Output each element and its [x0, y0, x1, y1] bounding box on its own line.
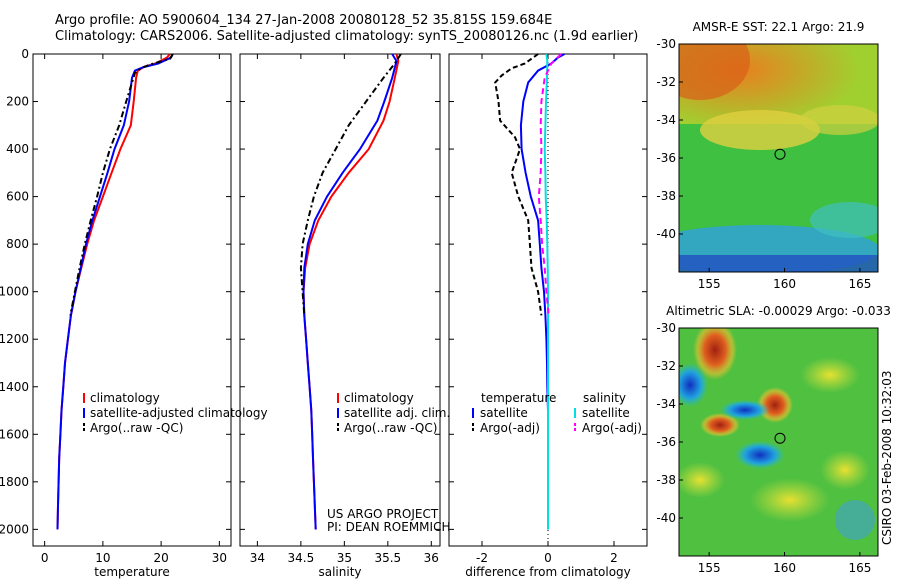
page-subtitle: Climatology: CARS2006. Satellite-adjuste…: [55, 29, 639, 44]
legend-label: Argo(..raw -QC): [90, 421, 183, 435]
y-tick-label: -32: [656, 75, 676, 89]
y-tick-label: 600: [6, 190, 29, 204]
map-axes-0: AMSR-E SST: 22.1 Argo: 21.9 155 160 165 -30 -…: [656, 20, 879, 291]
x-tick-label: 155: [698, 561, 721, 575]
x-axis-label: temperature: [94, 565, 169, 579]
series-line: [302, 53, 398, 530]
side-timestamp-label: CSIRO 03-Feb-2008 10:32:03: [880, 370, 894, 545]
x-tick-label: 30: [212, 551, 227, 565]
y-tick-label: 1600: [0, 427, 29, 441]
x-tick-label: -2: [476, 551, 488, 565]
x-tick-label: 20: [153, 551, 168, 565]
series-line: [69, 53, 174, 316]
legend-title: salinity: [583, 391, 626, 405]
plot-frame: [239, 53, 441, 547]
y-tick-label: -34: [656, 113, 676, 127]
x-tick-label: 10: [95, 551, 110, 565]
page-title: Argo profile: AO 5900604_134 27-Jan-2008…: [55, 13, 553, 28]
x-tick-label: 34.5: [288, 551, 315, 565]
y-tick-label: -36: [656, 435, 676, 449]
legend-label: Argo(-adj): [582, 421, 642, 435]
y-tick-label: -40: [656, 227, 676, 241]
x-tick-label: 36: [424, 551, 439, 565]
y-tick-label: -30: [656, 37, 676, 51]
y-tick-label: -32: [656, 359, 676, 373]
series-line: [56, 53, 174, 530]
map-axes-1: Altimetric SLA: -0.00029 Argo: -0.033 155…: [656, 304, 890, 575]
y-tick-label: 1200: [0, 332, 29, 346]
legend-title: temperature: [481, 391, 556, 405]
y-tick-label: 1400: [0, 380, 29, 394]
x-axis-label: difference from climatology: [465, 565, 631, 579]
y-tick-label: -38: [656, 189, 676, 203]
y-tick-label: 800: [6, 237, 29, 251]
map-title: AMSR-E SST: 22.1 Argo: 21.9: [693, 20, 865, 34]
legend-label: Argo(-adj): [480, 421, 540, 435]
y-tick-label: 2000: [0, 522, 29, 536]
x-tick-label: 35.5: [374, 551, 401, 565]
series-line: [494, 53, 543, 316]
x-tick-label: 160: [773, 561, 796, 575]
x-tick-label: 160: [773, 277, 796, 291]
legend-label: satellite adj. clim.: [344, 406, 450, 420]
sst-map: [679, 44, 878, 272]
pi-credit: PI: DEAN ROEMMICH: [327, 520, 450, 534]
x-tick-label: 2: [610, 551, 618, 565]
legend-label: satellite-adjusted climatology: [90, 406, 268, 420]
y-tick-label: -40: [656, 511, 676, 525]
legend-label: climatology: [90, 391, 160, 405]
x-axis-label: salinity: [318, 565, 361, 579]
plot-frame: [32, 53, 232, 547]
y-tick-label: -34: [656, 397, 676, 411]
series-line: [537, 53, 562, 316]
x-tick-label: 165: [848, 561, 871, 575]
x-tick-label: 0: [41, 551, 49, 565]
legend-label: satellite: [582, 406, 630, 420]
y-tick-label: 1000: [0, 285, 29, 299]
x-tick-label: 165: [848, 277, 871, 291]
y-tick-label: 400: [6, 142, 29, 156]
x-tick-label: 155: [698, 277, 721, 291]
y-tick-label: -38: [656, 473, 676, 487]
x-tick-label: 34: [250, 551, 265, 565]
map-title: Altimetric SLA: -0.00029 Argo: -0.033: [666, 304, 891, 318]
x-tick-label: 0: [544, 551, 552, 565]
series-line: [543, 53, 549, 530]
argo-location-marker: [774, 432, 786, 444]
profile-panel-0: 0 10 20 30 0 200 400 600 800 1000 1200 1400 1600 1800…: [0, 47, 232, 579]
legend-2: temperature salinitysatelliteArgo(-adj)sa…: [472, 391, 642, 435]
sla-map: [679, 328, 878, 556]
profile-panel-1: 34 34.5 35 35.5 36 salinity: [239, 53, 441, 579]
argo-location-marker: [774, 148, 786, 160]
project-credit: US ARGO PROJECT: [327, 507, 439, 521]
y-tick-label: -30: [656, 321, 676, 335]
legend-label: satellite: [480, 406, 528, 420]
y-tick-label: 1800: [0, 475, 29, 489]
y-tick-label: 200: [6, 95, 29, 109]
legend-label: climatology: [344, 391, 414, 405]
x-tick-label: 35: [337, 551, 352, 565]
series-line: [299, 53, 402, 316]
y-tick-label: -36: [656, 151, 676, 165]
legend-label: Argo(..raw -QC): [344, 421, 437, 435]
y-tick-label: 0: [21, 47, 29, 61]
